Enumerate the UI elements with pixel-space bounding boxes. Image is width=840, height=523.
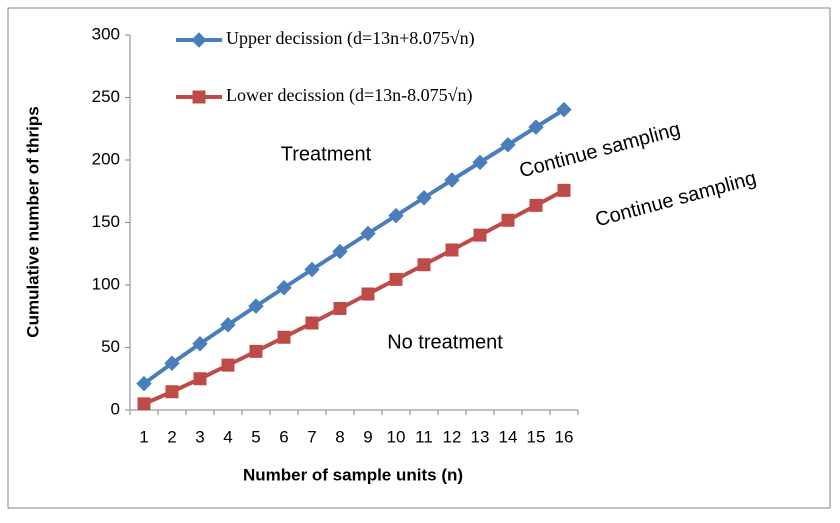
data-point: [388, 207, 404, 224]
y-tick-label: 200: [92, 149, 120, 168]
data-point: [472, 154, 488, 171]
data-point: [333, 302, 347, 315]
data-point: [417, 258, 431, 272]
annotation: No treatment: [387, 331, 503, 353]
data-point: [193, 372, 207, 386]
y-tick-label: 300: [92, 24, 120, 43]
x-tick-label: 11: [415, 427, 433, 446]
x-tick-label: 9: [363, 427, 372, 446]
y-tick-label: 250: [92, 87, 120, 106]
y-tick-label: 150: [92, 212, 120, 231]
y-tick-label: 50: [101, 337, 120, 356]
data-point: [445, 243, 459, 257]
annotation: Treatment: [281, 143, 372, 165]
data-point: [249, 344, 263, 358]
x-tick-label: 2: [167, 427, 176, 446]
data-point: [361, 287, 375, 301]
x-tick-label: 7: [307, 427, 316, 446]
data-point: [276, 280, 292, 296]
x-tick-label: 16: [555, 427, 574, 446]
legend-swatch-marker: [191, 32, 207, 48]
data-point: [165, 385, 179, 399]
data-point: [137, 397, 151, 411]
legend-label: Lower decission (d=13n-8.075√n): [226, 85, 472, 106]
x-tick-label: 10: [387, 427, 406, 446]
data-point: [528, 119, 544, 135]
data-point: [305, 316, 319, 330]
x-axis-title: Number of sample units (n): [243, 465, 463, 484]
x-tick-label: 15: [527, 427, 546, 446]
x-tick-label: 14: [499, 427, 518, 446]
chart-border: [7, 7, 831, 509]
data-point: [500, 137, 516, 153]
x-tick-label: 12: [443, 427, 462, 446]
y-axis-title: Cumulative number of thrips: [23, 106, 42, 337]
data-point: [136, 375, 152, 392]
data-point: [473, 228, 487, 242]
data-point: [192, 336, 208, 352]
series-line: [143, 188, 565, 406]
x-tick-label: 1: [139, 427, 148, 446]
data-point: [389, 272, 403, 286]
data-point: [164, 355, 180, 371]
data-point: [444, 172, 460, 188]
y-tick-label: 0: [111, 399, 120, 418]
y-tick-label: 100: [92, 274, 120, 293]
data-point: [416, 190, 432, 206]
data-point: [304, 261, 320, 278]
data-point: [557, 183, 571, 197]
series-line: [142, 107, 566, 386]
data-point: [556, 101, 572, 118]
x-tick-label: 4: [223, 427, 232, 446]
data-point: [248, 298, 264, 314]
x-tick-label: 13: [471, 427, 490, 446]
data-point: [220, 317, 236, 333]
data-point: [529, 198, 543, 212]
legend-swatch-marker: [192, 90, 206, 104]
data-point: [360, 225, 376, 242]
x-tick-label: 6: [279, 427, 288, 446]
data-point: [277, 330, 291, 344]
data-point: [332, 243, 348, 260]
x-tick-label: 8: [335, 427, 344, 446]
x-tick-label: 3: [195, 427, 204, 446]
x-tick-label: 5: [251, 427, 260, 446]
data-point: [221, 358, 235, 372]
data-point: [501, 213, 515, 227]
legend-label: Upper decission (d=13n+8.075√n): [226, 28, 475, 49]
